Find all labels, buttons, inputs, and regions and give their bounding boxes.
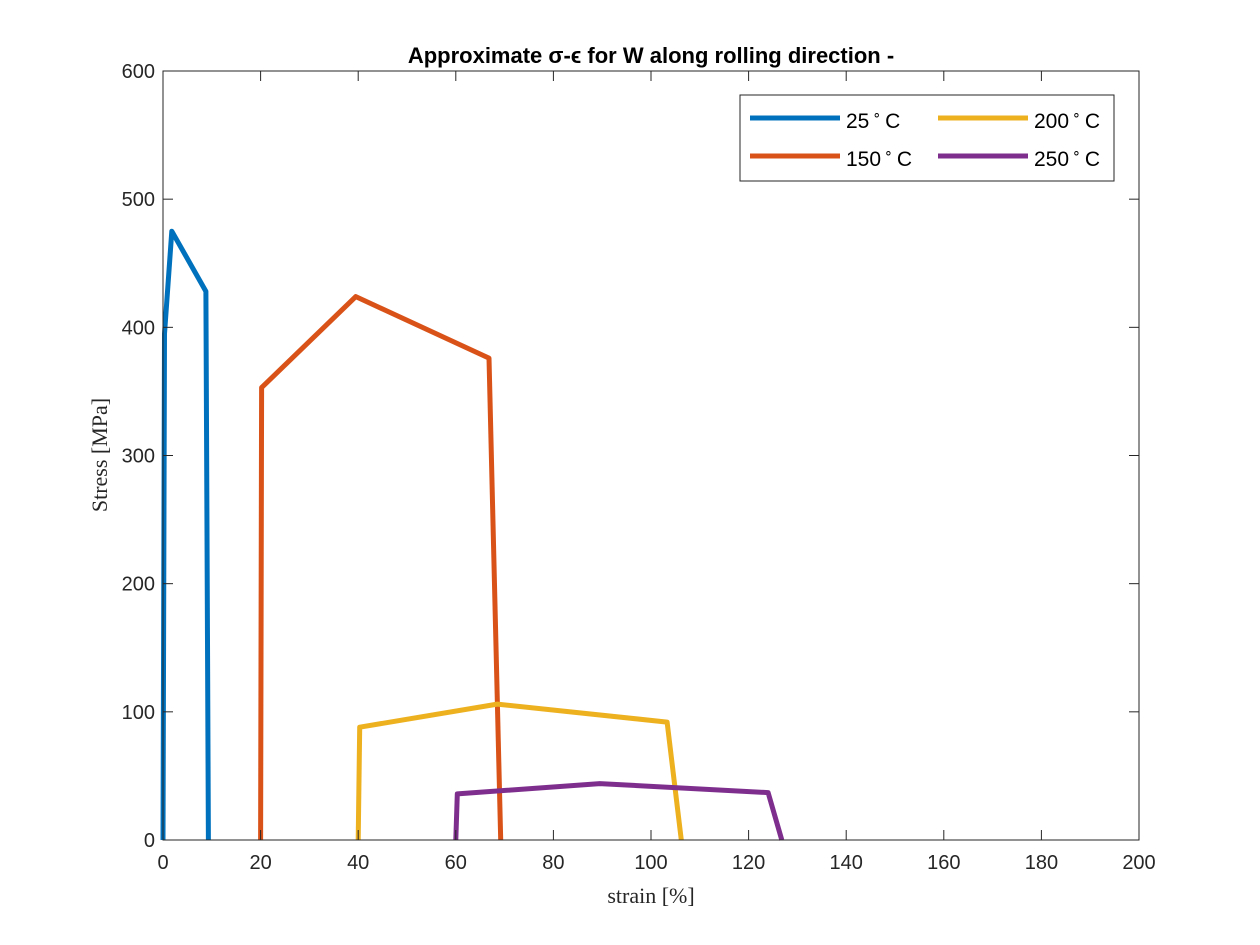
chart-title: Approximate σ-ϵ for W along rolling dire… bbox=[408, 43, 894, 68]
series-layer bbox=[160, 228, 785, 841]
y-tick-label: 200 bbox=[122, 574, 155, 596]
series-line-250c bbox=[453, 781, 785, 841]
x-tick-label: 100 bbox=[634, 852, 667, 874]
x-tick-label: 140 bbox=[830, 852, 863, 874]
x-tick-label: 200 bbox=[1122, 852, 1155, 874]
x-tick-label: 60 bbox=[445, 852, 467, 874]
y-axis-label: Stress [MPa] bbox=[87, 398, 112, 512]
x-tick-label: 120 bbox=[732, 852, 765, 874]
x-tick-label: 180 bbox=[1025, 852, 1058, 874]
legend-label-25c: 25 ∘ C bbox=[846, 106, 900, 133]
x-tick-label: 0 bbox=[157, 852, 168, 874]
y-tick-label: 300 bbox=[122, 446, 155, 468]
y-tick-label: 100 bbox=[122, 702, 155, 724]
series-line-200c bbox=[355, 701, 684, 841]
x-tick-label: 20 bbox=[249, 852, 271, 874]
x-axis-label: strain [%] bbox=[607, 883, 694, 908]
plot-area bbox=[163, 71, 1139, 840]
series-line-150c bbox=[258, 294, 504, 841]
legend-label-200c: 200 ∘ C bbox=[1034, 106, 1100, 133]
y-tick-label: 0 bbox=[144, 830, 155, 852]
x-tick-label: 80 bbox=[542, 852, 564, 874]
x-tick-label: 160 bbox=[927, 852, 960, 874]
x-tick-label: 40 bbox=[347, 852, 369, 874]
y-axis-ticks: 0 100 200 300 400 500 600 bbox=[122, 61, 1139, 852]
y-tick-label: 600 bbox=[122, 61, 155, 83]
x-axis-ticks: 0 20 40 60 80 100 120 140 160 180 200 bbox=[157, 71, 1156, 874]
y-tick-label: 500 bbox=[122, 189, 155, 211]
legend-box bbox=[739, 94, 1115, 182]
legend-label-150c: 150 ∘ C bbox=[846, 144, 912, 171]
legend-label-250c: 250 ∘ C bbox=[1034, 144, 1100, 171]
series-line-25c bbox=[160, 228, 211, 841]
y-tick-label: 400 bbox=[122, 317, 155, 339]
legend: 25 ∘ C 150 ∘ C 200 ∘ C 250 ∘ C bbox=[739, 94, 1115, 182]
